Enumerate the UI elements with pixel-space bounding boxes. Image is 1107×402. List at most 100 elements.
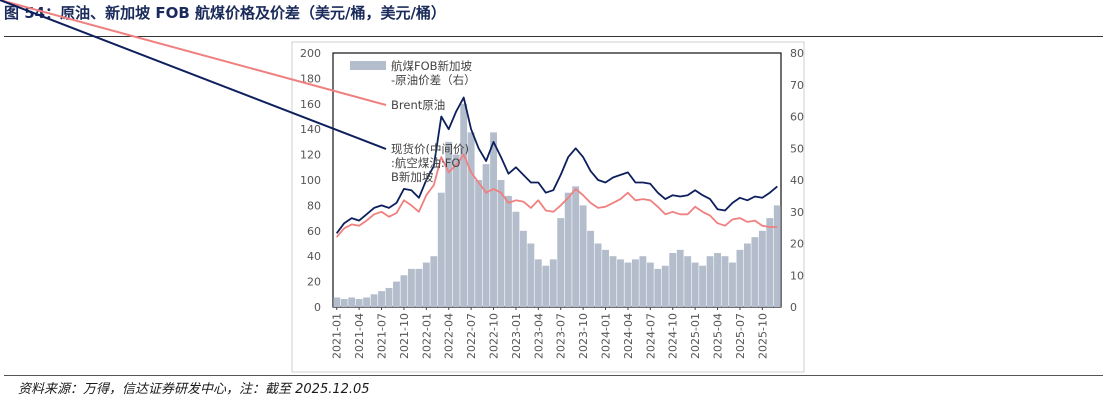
spread-bar (572, 186, 580, 307)
spread-bar (646, 262, 654, 307)
chart-frame (291, 41, 805, 373)
y-left-tick-label: 20 (307, 276, 321, 289)
x-tick-label: 2025-07 (734, 313, 747, 359)
series-lines (335, 96, 778, 238)
x-tick-label: 2023-04 (532, 313, 545, 359)
y-right-tick-label: 0 (790, 301, 797, 314)
y-right-tick-label: 10 (790, 269, 804, 282)
spread-bar (557, 218, 565, 307)
x-tick-label: 2025-04 (712, 313, 725, 359)
spread-bar (751, 237, 759, 307)
spread-bar (519, 230, 527, 307)
brent-line (336, 153, 778, 238)
legend: 航煤FOB新加坡-原油价差（右） Brent原油 现货价(中间价):航空煤油:F… (0, 0, 476, 184)
x-axis: 2021-01 2021-04 2021-07 2021-10 2022-01 2022-… (331, 307, 769, 359)
spread-bar (415, 268, 423, 307)
x-tick-label: 2021-10 (398, 313, 411, 359)
x-tick-label: 2021-07 (376, 313, 389, 359)
y-left-tick-label: 120 (300, 149, 321, 162)
x-tick-label: 2022-04 (443, 313, 456, 359)
spread-bar (363, 297, 371, 307)
x-tick-label: 2024-10 (667, 313, 680, 359)
spread-bar (475, 180, 483, 307)
spread-bar (699, 265, 707, 307)
spread-bar (654, 268, 662, 307)
spread-bar (422, 262, 430, 307)
x-tick-label: 2024-01 (600, 313, 613, 359)
jet-fuel-line (335, 96, 778, 234)
spread-bar (333, 297, 341, 307)
y-right-axis: 0 10 20 30 40 50 60 70 80 (790, 47, 804, 314)
spread-bar (594, 243, 602, 307)
spread-bar (549, 259, 557, 307)
x-tick-label: 2021-04 (353, 313, 366, 359)
spread-bar (378, 291, 385, 307)
spread-bar (587, 230, 595, 307)
spread-bar (467, 132, 475, 307)
spread-bar (527, 243, 535, 307)
spread-bar (736, 249, 744, 307)
y-left-tick-label: 40 (307, 250, 321, 263)
spread-bar (385, 287, 393, 307)
spread-bar (721, 256, 729, 307)
spread-bars (333, 103, 781, 307)
legend-label-brent: Brent原油 (391, 98, 445, 112)
spread-bar (512, 211, 520, 307)
x-tick-label: 2022-10 (488, 313, 501, 359)
plot-area-border (332, 52, 782, 308)
spread-bar (393, 281, 400, 307)
y-right-tick-label: 50 (790, 142, 804, 155)
y-left-tick-label: 100 (300, 174, 321, 187)
spread-bar (348, 297, 356, 307)
spread-bar (684, 256, 692, 307)
y-left-tick-label: 60 (307, 225, 321, 238)
y-right-tick-label: 70 (790, 79, 804, 92)
spread-bar (773, 205, 781, 307)
y-left-tick-label: 140 (300, 123, 321, 136)
spread-bar (758, 230, 766, 307)
y-right-tick-label: 20 (790, 238, 804, 251)
spread-bar (482, 164, 490, 307)
y-left-tick-label: 80 (307, 199, 321, 212)
spread-bar (505, 195, 512, 307)
spread-bar (669, 253, 677, 307)
legend-label-jet: 现货价(中间价):航空煤油:FO B新加坡 (391, 142, 469, 184)
spread-bar (430, 256, 438, 307)
spread-bar (355, 299, 363, 307)
legend-label-spread: 航煤FOB新加坡-原油价差（右） (391, 59, 476, 87)
spread-bar (437, 192, 445, 307)
y-right-tick-label: 80 (790, 47, 804, 60)
spread-bar (766, 218, 774, 307)
spread-bar (452, 154, 460, 307)
x-tick-label: 2021-01 (331, 313, 344, 359)
spread-bar (490, 132, 497, 307)
spread-bar (602, 249, 609, 307)
spread-bar (370, 294, 378, 307)
spread-bar (714, 253, 721, 307)
x-tick-label: 2024-04 (622, 313, 635, 359)
spread-bar (445, 141, 453, 307)
x-tick-label: 2022-07 (465, 313, 478, 359)
y-left-tick-label: 160 (300, 98, 321, 111)
spread-bar (460, 103, 468, 307)
x-tick-label: 2024-07 (644, 313, 657, 359)
spread-bar (340, 299, 348, 307)
spread-bar (609, 256, 617, 307)
spread-bar (579, 205, 587, 307)
legend-swatch-jet (0, 0, 387, 150)
y-left-tick-label: 0 (314, 301, 321, 314)
spread-bar (564, 192, 572, 307)
spread-bar (631, 259, 639, 307)
title-rule (4, 36, 1103, 37)
spread-bar (691, 262, 699, 307)
spread-bar (661, 265, 669, 307)
spread-bar (497, 180, 505, 307)
y-left-tick-label: 200 (300, 47, 321, 60)
x-tick-label: 2025-01 (689, 313, 702, 359)
x-tick-label: 2022-01 (420, 313, 433, 359)
spread-bar (706, 256, 714, 307)
spread-bar (624, 262, 632, 307)
spread-bar (542, 265, 550, 307)
spread-bar (534, 259, 542, 307)
